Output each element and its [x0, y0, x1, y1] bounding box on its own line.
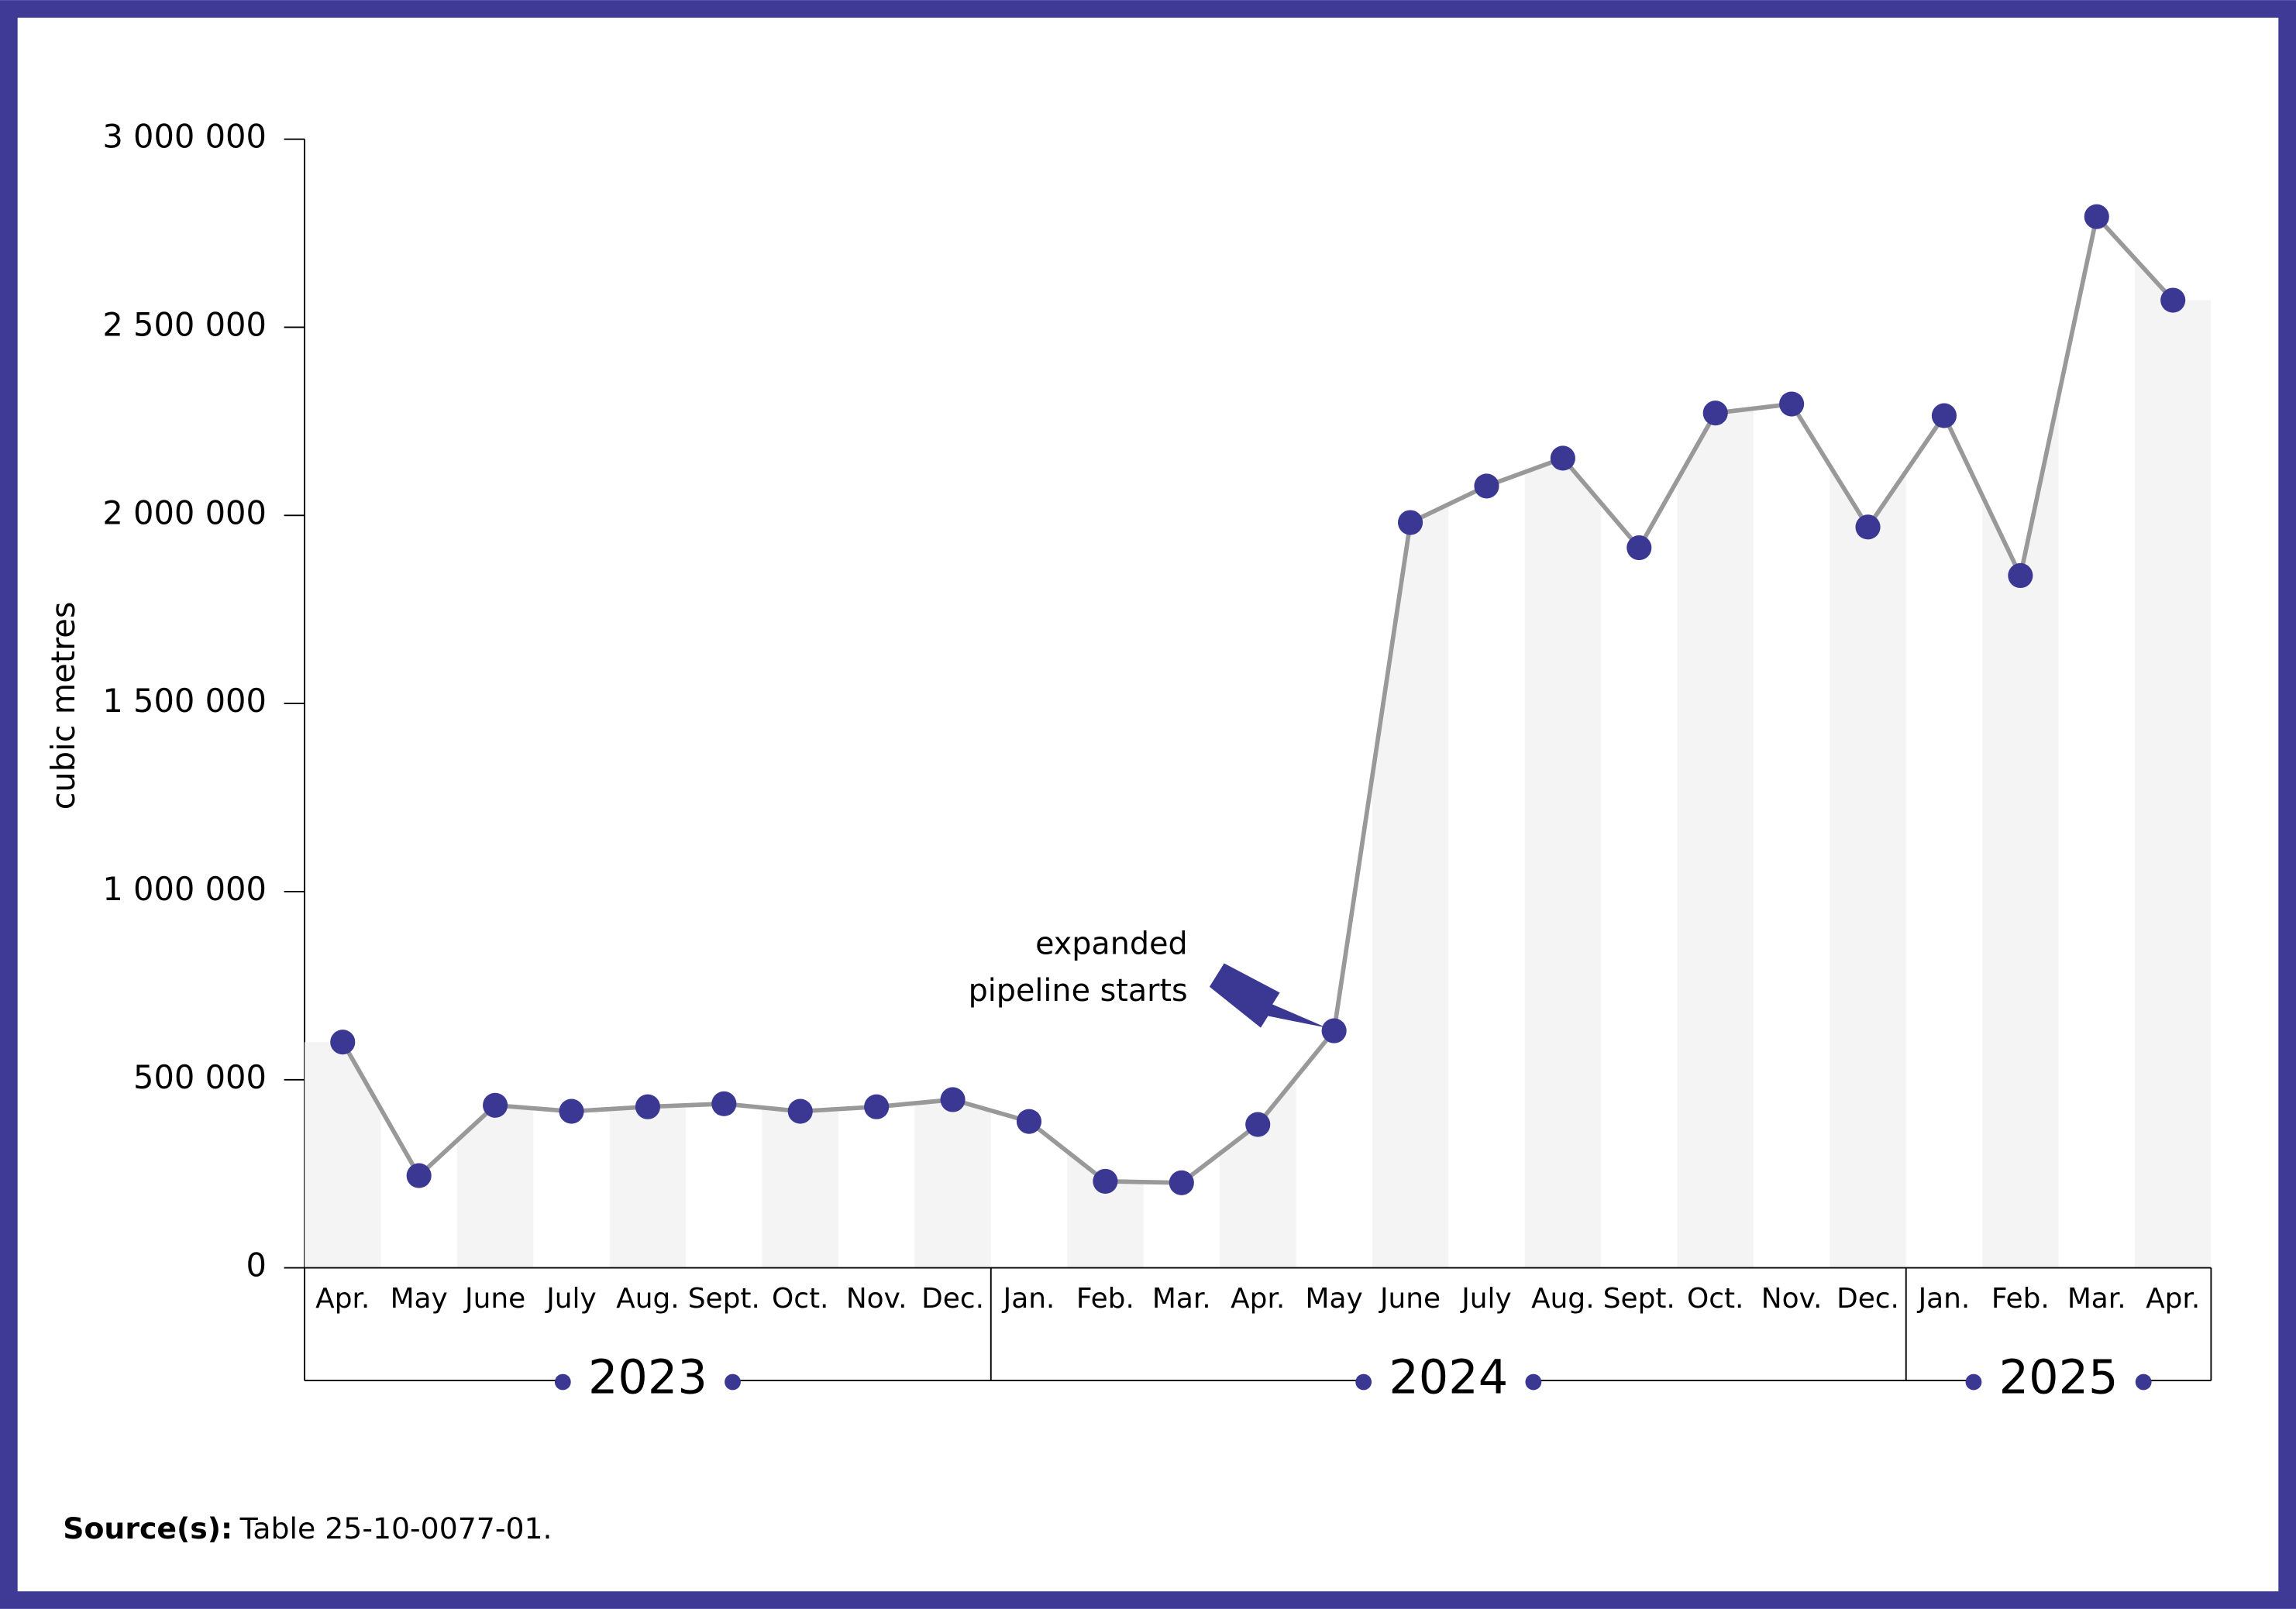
point [1702, 401, 1728, 426]
y-tick-label: 2 000 000 [102, 493, 267, 531]
annotation: pipeline starts [969, 973, 1188, 1009]
point [1093, 1168, 1118, 1194]
group-dot [1965, 1373, 1982, 1391]
point [1779, 391, 1805, 417]
x-tick-label: Oct. [1687, 1283, 1744, 1315]
point [1169, 1170, 1194, 1195]
point [1855, 514, 1881, 540]
x-tick-label: Jan. [1917, 1283, 1971, 1315]
x-tick-label: Nov. [1761, 1283, 1823, 1315]
x-tick-label: Feb. [1991, 1283, 2050, 1315]
x-tick-label: Feb. [1076, 1283, 1134, 1315]
point [711, 1091, 737, 1116]
x-tick-label: Apr. [2146, 1283, 2200, 1315]
area [305, 216, 2212, 1268]
group-dot [2135, 1373, 2152, 1391]
point [787, 1098, 813, 1124]
x-tick-label: Sept. [688, 1283, 760, 1315]
y-tick-label: 500 000 [133, 1058, 267, 1096]
x-tick-label: Nov. [846, 1283, 907, 1315]
x-tick-label: Apr. [1231, 1283, 1285, 1315]
group-label-bg [556, 1354, 739, 1408]
x-tick-label: Mar. [2067, 1283, 2126, 1315]
source: Source(s): Table 25-10-0077-01. [63, 1511, 552, 1545]
y-tick-label: 0 [246, 1246, 266, 1284]
x-tick-label: Dec. [921, 1283, 984, 1315]
point [864, 1094, 890, 1119]
group-label-bg [1967, 1354, 2150, 1408]
x-tick-label: Aug. [616, 1283, 680, 1315]
x-tick-label: May [391, 1283, 448, 1315]
source-text: Table 25-10-0077-01. [239, 1511, 552, 1545]
source-label: Source(s): [63, 1511, 232, 1545]
point [1397, 510, 1423, 535]
group-dot [554, 1373, 571, 1391]
point [1245, 1112, 1271, 1137]
y-tick-label: 1 000 000 [102, 870, 267, 908]
point [2160, 287, 2186, 313]
point [2008, 562, 2033, 589]
group-label: 2024 [1389, 1351, 1508, 1405]
point [1550, 445, 1575, 471]
y-tick-label: 3 000 000 [102, 118, 267, 156]
x-tick-label: Oct. [772, 1283, 828, 1315]
x-tick-label: Jan. [1002, 1283, 1055, 1315]
x-tick-label: Sept. [1603, 1283, 1675, 1315]
point [1474, 473, 1499, 499]
point [1016, 1109, 1042, 1134]
group-label-bg [1358, 1354, 1540, 1408]
x-tick-label: Apr. [315, 1283, 370, 1315]
point [330, 1030, 356, 1055]
point [559, 1098, 584, 1124]
group-dot [1355, 1373, 1372, 1391]
x-tick-label: Dec. [1836, 1283, 1899, 1315]
x-tick-label: July [1460, 1283, 1512, 1315]
group-label: 2023 [588, 1351, 707, 1405]
point [2084, 204, 2109, 229]
x-tick-label: July [545, 1283, 597, 1315]
point [1626, 535, 1652, 561]
y-axis-label: cubic metres [44, 601, 82, 810]
point [483, 1092, 508, 1118]
x-tick-label: May [1306, 1283, 1363, 1315]
group-dot [725, 1373, 741, 1391]
annotation: expanded [1035, 926, 1188, 961]
point [635, 1094, 660, 1119]
x-tick-label: June [463, 1283, 525, 1315]
point [940, 1087, 966, 1112]
x-tick-label: June [1379, 1283, 1441, 1315]
point [406, 1163, 432, 1188]
y-tick-label: 1 500 000 [102, 682, 267, 720]
group-label: 2025 [1999, 1351, 2119, 1405]
y-tick-label: 2 500 000 [102, 305, 267, 343]
x-tick-label: Mar. [1152, 1283, 1211, 1315]
annotation-arrow [1209, 963, 1327, 1028]
x-tick-label: Aug. [1531, 1283, 1595, 1315]
point [1931, 403, 1957, 428]
point [1321, 1018, 1347, 1043]
group-dot [1525, 1373, 1542, 1391]
